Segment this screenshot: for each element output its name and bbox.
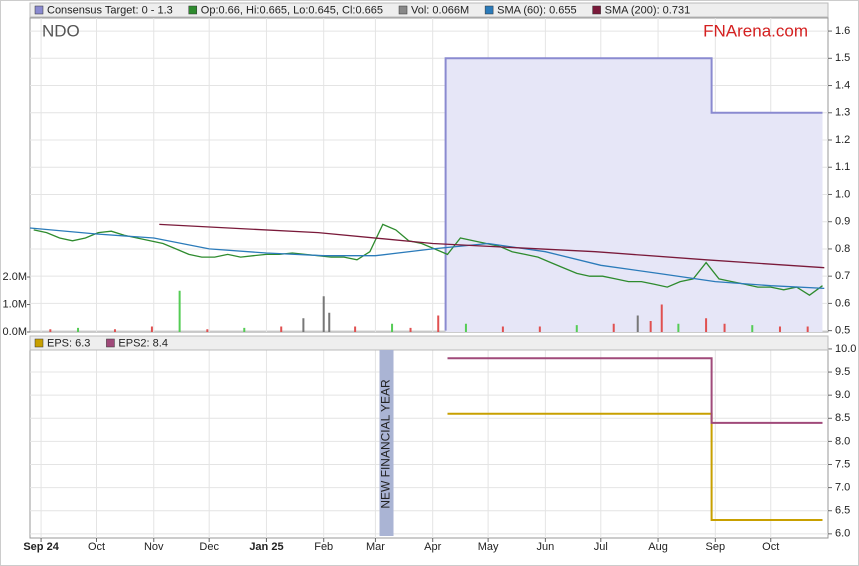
volume-bar — [206, 329, 209, 332]
volume-bar — [649, 321, 652, 332]
volume-bar — [77, 327, 80, 332]
legend-label: SMA (60): 0.655 — [497, 4, 577, 16]
brand: FNArena.com — [703, 21, 808, 40]
y-tick-label: 8.5 — [835, 412, 850, 424]
target-line — [444, 57, 823, 331]
y-tick-label: 6.5 — [835, 505, 850, 517]
x-tick-label: May — [478, 541, 499, 553]
legend-swatch — [34, 5, 44, 15]
legend-swatch — [398, 5, 408, 15]
y-tick-label: 8.0 — [835, 435, 850, 447]
volume-bar — [636, 315, 639, 332]
volume-bar — [113, 329, 116, 332]
volume-bar — [322, 296, 325, 332]
legend-label: EPS2: 8.4 — [118, 337, 168, 349]
x-tick-label: Nov — [144, 541, 164, 553]
series-line — [447, 357, 823, 424]
volume-bar — [280, 326, 283, 332]
volume-bar — [660, 304, 663, 332]
plot-area — [29, 335, 829, 539]
y-tick-label: 1.6 — [835, 25, 850, 37]
y2-tick-label: 2.0M — [3, 271, 27, 283]
x-tick-label: Sep 24 — [23, 541, 59, 553]
volume-bar — [243, 327, 246, 332]
legend-bar — [29, 335, 829, 351]
volume-bar — [150, 326, 153, 332]
volume-bar — [437, 315, 440, 332]
volume-bar — [677, 323, 680, 332]
x-tick-label: Jan 25 — [249, 541, 283, 553]
y-tick-label: 0.5 — [835, 325, 850, 337]
annotation-band — [379, 350, 394, 536]
volume-bar — [409, 327, 412, 332]
legend-swatch — [484, 5, 494, 15]
volume-bar — [751, 325, 754, 332]
y-tick-label: 1.3 — [835, 107, 850, 119]
volume-bar — [49, 329, 52, 332]
series-line — [29, 227, 825, 290]
volume-bar — [391, 323, 394, 332]
y-tick-label: 7.0 — [835, 482, 850, 494]
x-tick-label: Jun — [537, 541, 555, 553]
y-tick-label: 1.0 — [835, 188, 850, 200]
legend-label: EPS: 6.3 — [47, 337, 90, 349]
y-tick-label: 1.5 — [835, 52, 850, 64]
x-tick-label: Mar — [366, 541, 385, 553]
volume-bar — [464, 323, 467, 332]
volume-bar — [354, 326, 357, 332]
y-tick-label: 0.6 — [835, 297, 850, 309]
volume-bar — [538, 326, 541, 332]
y-tick-label: 0.8 — [835, 243, 850, 255]
annotation-label: NEW FINANCIAL YEAR — [379, 379, 393, 509]
y-tick-label: 0.7 — [835, 270, 850, 282]
volume-bar — [705, 318, 708, 332]
y-tick-label: 7.5 — [835, 458, 850, 470]
series-line — [159, 223, 825, 269]
series-line — [33, 223, 823, 296]
y-tick-label: 1.2 — [835, 134, 850, 146]
x-tick-label: Jul — [594, 541, 608, 553]
y-tick-label: 6.0 — [835, 528, 850, 540]
x-tick-label: Feb — [314, 541, 333, 553]
legend-label: Op:0.66, Hi:0.665, Lo:0.645, Cl:0.665 — [201, 4, 383, 16]
legend-bar — [29, 2, 829, 18]
x-tick-label: Dec — [199, 541, 219, 553]
legend-label: Vol: 0.066M — [411, 4, 469, 16]
volume-bar — [575, 325, 578, 332]
x-tick-label: Sep — [706, 541, 726, 553]
y-tick-label: 10.0 — [835, 343, 856, 355]
ticker-symbol: NDO — [42, 21, 80, 40]
x-tick-label: Oct — [762, 541, 779, 553]
volume-bar — [612, 323, 615, 332]
legend-label: SMA (200): 0.731 — [605, 4, 691, 16]
volume-bar — [501, 326, 504, 332]
x-tick-label: Oct — [88, 541, 105, 553]
x-tick-label: Aug — [648, 541, 668, 553]
volume-bar — [778, 326, 781, 332]
legend-swatch — [106, 338, 115, 348]
legend-swatch — [188, 5, 198, 15]
volume-bar — [723, 323, 726, 332]
y-tick-label: 9.5 — [835, 366, 850, 378]
x-tick-label: Apr — [424, 541, 441, 553]
volume-bar — [302, 318, 305, 332]
y-tick-label: 1.1 — [835, 161, 850, 173]
y-tick-label: 9.0 — [835, 389, 850, 401]
y-tick-label: 0.9 — [835, 216, 850, 228]
legend-swatch — [34, 338, 44, 348]
y2-tick-label: 0.0M — [3, 326, 27, 338]
legend-swatch — [592, 5, 601, 15]
volume-bar — [806, 326, 809, 332]
series-line — [447, 412, 823, 521]
y2-tick-label: 1.0M — [3, 298, 27, 310]
legend-label: Consensus Target: 0 - 1.3 — [47, 4, 173, 16]
volume-bar — [328, 312, 331, 332]
target-area — [445, 58, 823, 333]
volume-bar — [178, 290, 181, 332]
y-tick-label: 1.4 — [835, 79, 850, 91]
